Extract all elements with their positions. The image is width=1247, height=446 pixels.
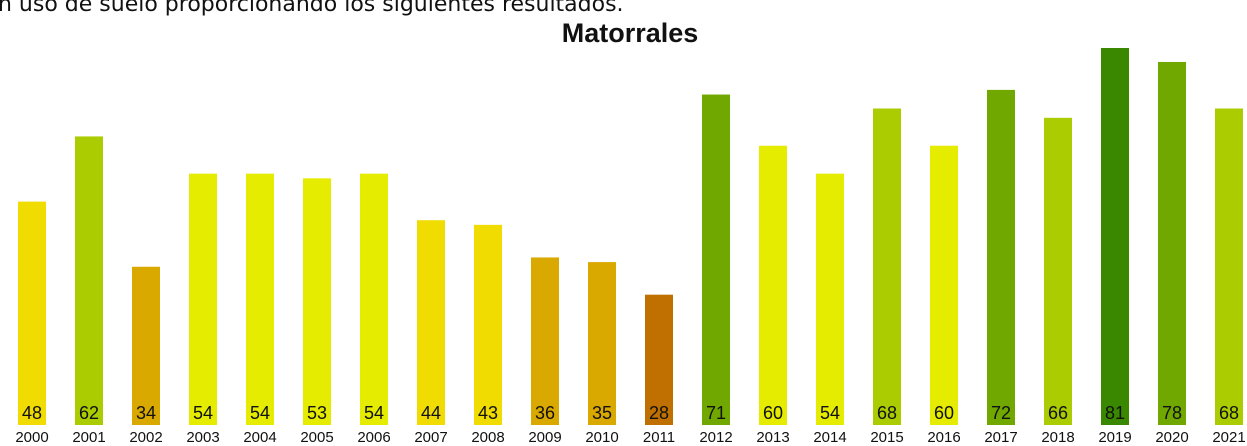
bar xyxy=(75,136,103,425)
bar xyxy=(246,173,274,425)
value-label: 72 xyxy=(991,403,1011,423)
bar xyxy=(18,201,46,425)
value-label: 62 xyxy=(79,403,99,423)
value-label: 36 xyxy=(535,403,555,423)
value-label: 66 xyxy=(1048,403,1068,423)
bar xyxy=(1158,61,1186,426)
bar xyxy=(474,224,502,425)
x-tick-label: 2005 xyxy=(300,429,333,446)
bar xyxy=(759,145,787,426)
x-tick-label: 2015 xyxy=(870,429,903,446)
bar xyxy=(645,294,673,425)
bar xyxy=(1215,108,1243,426)
value-label: 44 xyxy=(421,403,441,423)
bar xyxy=(816,173,844,425)
bar xyxy=(360,173,388,425)
value-label: 53 xyxy=(307,403,327,423)
x-tick-label: 2012 xyxy=(699,429,732,446)
value-label: 28 xyxy=(649,403,669,423)
value-label: 68 xyxy=(877,403,897,423)
value-label: 81 xyxy=(1105,403,1125,423)
x-tick-label: 2016 xyxy=(927,429,960,446)
x-tick-label: 2017 xyxy=(984,429,1017,446)
bar xyxy=(1044,117,1072,425)
value-label: 54 xyxy=(364,403,384,423)
x-tick-label: 2010 xyxy=(585,429,618,446)
x-tick-label: 2004 xyxy=(243,429,276,446)
x-tick-label: 2011 xyxy=(643,429,675,446)
bar xyxy=(132,266,160,425)
value-label: 71 xyxy=(706,403,726,423)
x-tick-label: 2009 xyxy=(528,429,561,446)
x-tick-label: 2002 xyxy=(129,429,162,446)
value-label: 34 xyxy=(136,403,156,423)
value-label: 43 xyxy=(478,403,498,423)
value-label: 54 xyxy=(193,403,213,423)
value-label: 78 xyxy=(1162,403,1182,423)
value-label: 48 xyxy=(22,403,42,423)
bar xyxy=(1101,48,1129,425)
bar xyxy=(873,108,901,426)
x-tick-label: 2020 xyxy=(1155,429,1188,446)
bar xyxy=(987,89,1015,425)
x-tick-label: 2019 xyxy=(1098,429,1131,446)
value-label: 68 xyxy=(1219,403,1239,423)
x-tick-label: 2014 xyxy=(813,429,846,446)
x-tick-label: 2000 xyxy=(15,429,48,446)
chart-title: Matorrales xyxy=(562,18,699,48)
bar xyxy=(702,94,730,425)
value-label: 54 xyxy=(250,403,270,423)
bar xyxy=(930,145,958,426)
x-tick-label: 2001 xyxy=(72,429,105,446)
x-tick-label: 2006 xyxy=(357,429,390,446)
value-label: 35 xyxy=(592,403,612,423)
bar xyxy=(417,220,445,425)
value-label: 60 xyxy=(763,403,783,423)
x-tick-label: 2003 xyxy=(186,429,219,446)
x-tick-label: 2013 xyxy=(756,429,789,446)
bar xyxy=(303,178,331,425)
value-label: 60 xyxy=(934,403,954,423)
x-tick-label: 2021 xyxy=(1212,429,1245,446)
bar xyxy=(588,262,616,425)
value-label: 54 xyxy=(820,403,840,423)
x-tick-label: 2008 xyxy=(471,429,504,446)
bar xyxy=(531,257,559,425)
x-tick-label: 2007 xyxy=(414,429,447,446)
bar xyxy=(189,173,217,425)
intro-text: n uso de suelo proporcionando los siguie… xyxy=(0,0,624,17)
x-tick-label: 2018 xyxy=(1041,429,1074,446)
